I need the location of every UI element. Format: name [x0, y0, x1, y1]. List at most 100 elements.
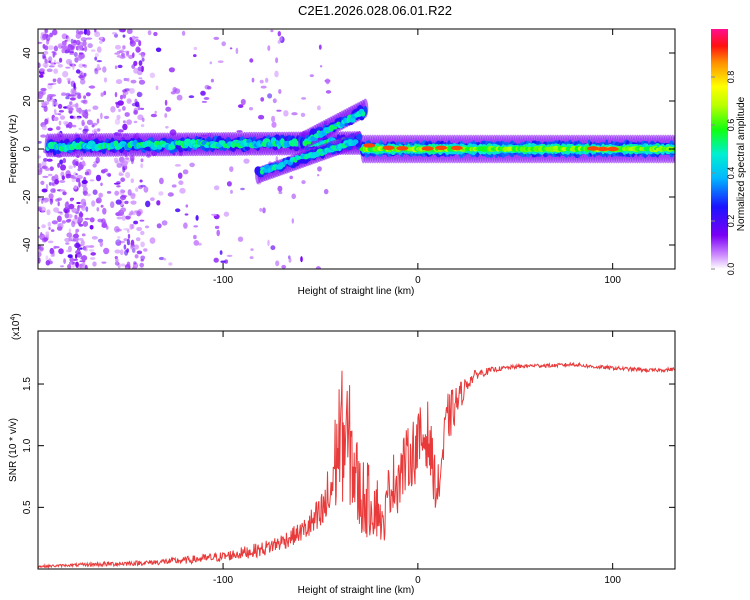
spectrogram-noise-speck — [135, 187, 139, 192]
spectrogram-noise-speck — [56, 215, 62, 223]
spectrogram-noise-speck — [189, 162, 195, 168]
spectrogram-noise-speck — [40, 206, 46, 213]
spectrogram-noise-speck — [195, 215, 199, 221]
spectrogram-noise-speck — [73, 162, 76, 168]
spectrogram-noise-speck — [69, 52, 75, 56]
spectrogram-noise-speck — [65, 96, 70, 100]
spectrogram-noise-speck — [66, 173, 72, 176]
spectrogram-noise-speck — [39, 247, 44, 251]
spectrogram-noise-speck — [49, 32, 53, 38]
spectrogram-noise-speck — [57, 103, 63, 109]
spectrogram-noise-speck — [181, 30, 186, 36]
spectrogram-noise-speck — [76, 201, 81, 205]
spectrogram-noise-speck — [106, 172, 112, 177]
spectrogram-noise-speck — [82, 186, 88, 192]
spectrogram-noise-speck — [57, 77, 62, 84]
spectrogram-noise-speck — [72, 233, 79, 239]
spectrogram-noise-speck — [141, 57, 145, 62]
spectrogram-noise-speck — [62, 44, 68, 51]
spectrogram-noise-speck — [143, 186, 149, 193]
spectrogram-noise-speck — [174, 164, 181, 167]
spectrogram-noise-speck — [258, 114, 265, 120]
spectrogram-noise-speck — [69, 115, 74, 119]
spectrogram-noise-speck — [68, 228, 72, 234]
spectrogram-noise-speck — [126, 77, 130, 82]
spectrogram-noise-speck — [235, 47, 239, 54]
spectrogram-noise-speck — [89, 85, 96, 89]
spectrogram-noise-speck — [73, 115, 76, 120]
spectrogram-noise-speck — [114, 52, 121, 55]
spectrogram-noise-speck — [96, 118, 100, 124]
spectrogram-noise-speck — [96, 197, 102, 204]
snr-x-axis-label: Height of straight line (km) — [298, 585, 415, 596]
spectrogram-noise-speck — [171, 184, 177, 188]
spectrogram-noise-speck — [277, 185, 283, 192]
spectrogram-noise-speck — [42, 175, 49, 178]
spectrogram-noise-speck — [193, 46, 198, 51]
spectrogram-noise-speck — [213, 257, 219, 263]
spectrogram-noise-speck — [249, 256, 254, 260]
spectrogram-noise-speck — [103, 115, 110, 119]
spectrogram-noise-speck — [75, 173, 78, 176]
spectrogram-noise-speck — [57, 197, 63, 201]
spectrogram-noise-speck — [260, 97, 265, 102]
spectrogram-noise-speck — [164, 99, 168, 106]
spectrogram-noise-speck — [102, 207, 107, 215]
spectrogram-noise-speck — [58, 120, 62, 126]
spectrogram-noise-speck — [249, 107, 253, 111]
spectrogram-noise-speck — [133, 261, 137, 265]
spectrogram-noise-speck — [41, 188, 48, 193]
spectrogram-noise-speck — [204, 84, 210, 90]
spectrogram-noise-speck — [69, 51, 75, 54]
spectrogram-noise-speck — [115, 160, 120, 164]
spectrogram-noise-speck — [139, 219, 145, 222]
spectrogram-noise-speck — [115, 212, 121, 217]
spectrogram-noise-speck — [65, 58, 73, 65]
spectrogram-noise-speck — [120, 94, 123, 100]
spectrogram-y-tick-label: 40 — [22, 47, 33, 59]
spectrogram-noise-speck — [114, 65, 118, 70]
spectrogram-noise-speck — [140, 158, 144, 163]
spectrogram-noise-speck — [120, 177, 126, 182]
spectrogram-noise-speck — [323, 188, 329, 195]
spectrogram-noise-speck — [42, 56, 47, 60]
spectrogram-noise-speck — [38, 140, 42, 144]
spectrogram-noise-speck — [123, 77, 128, 82]
spectrogram-noise-speck — [138, 52, 144, 56]
spectrogram-noise-speck — [149, 72, 156, 79]
spectrogram-noise-speck — [116, 55, 122, 58]
spectrogram-noise-speck — [159, 177, 164, 185]
spectrogram-noise-speck — [300, 112, 306, 117]
spectrogram-noise-speck — [48, 45, 54, 50]
colorbar-tick-label: 0.2 — [726, 215, 736, 228]
spectrogram-noise-speck — [126, 50, 129, 56]
spectrogram-noise-speck — [318, 44, 322, 50]
spectrogram-noise-speck — [116, 216, 123, 220]
spectrogram-noise-speck — [99, 40, 103, 44]
spectrogram-noise-speck — [103, 247, 110, 255]
spectrogram-noise-speck — [122, 120, 126, 124]
spectrogram-noise-speck — [155, 85, 159, 91]
spectrogram-noise-speck — [66, 124, 70, 128]
spectrogram-noise-speck — [317, 105, 321, 111]
spectrogram-noise-speck — [67, 254, 73, 258]
spectrogram-noise-speck — [44, 118, 49, 125]
spectrogram-noise-speck — [100, 92, 104, 97]
spectrogram-noise-speck — [74, 214, 78, 220]
spectrogram-band-cell — [190, 139, 196, 145]
spectrogram-noise-speck — [84, 45, 88, 52]
spectrogram-peak — [382, 145, 395, 150]
spectrogram-noise-speck — [165, 106, 172, 112]
spectrogram-noise-speck — [78, 31, 84, 35]
spectrogram-noise-speck — [77, 94, 82, 100]
spectrogram-noise-speck — [42, 62, 49, 68]
spectrogram-noise-speck — [153, 31, 158, 37]
spectrogram-noise-speck — [90, 252, 96, 256]
spectrogram-noise-speck — [114, 249, 121, 254]
spectrogram-noise-speck — [72, 264, 75, 268]
spectrogram-noise-speck — [275, 260, 280, 267]
spectrogram-noise-speck — [76, 117, 81, 120]
spectrogram-noise-speck — [130, 79, 137, 84]
spectrogram-noise-speck — [39, 68, 45, 72]
